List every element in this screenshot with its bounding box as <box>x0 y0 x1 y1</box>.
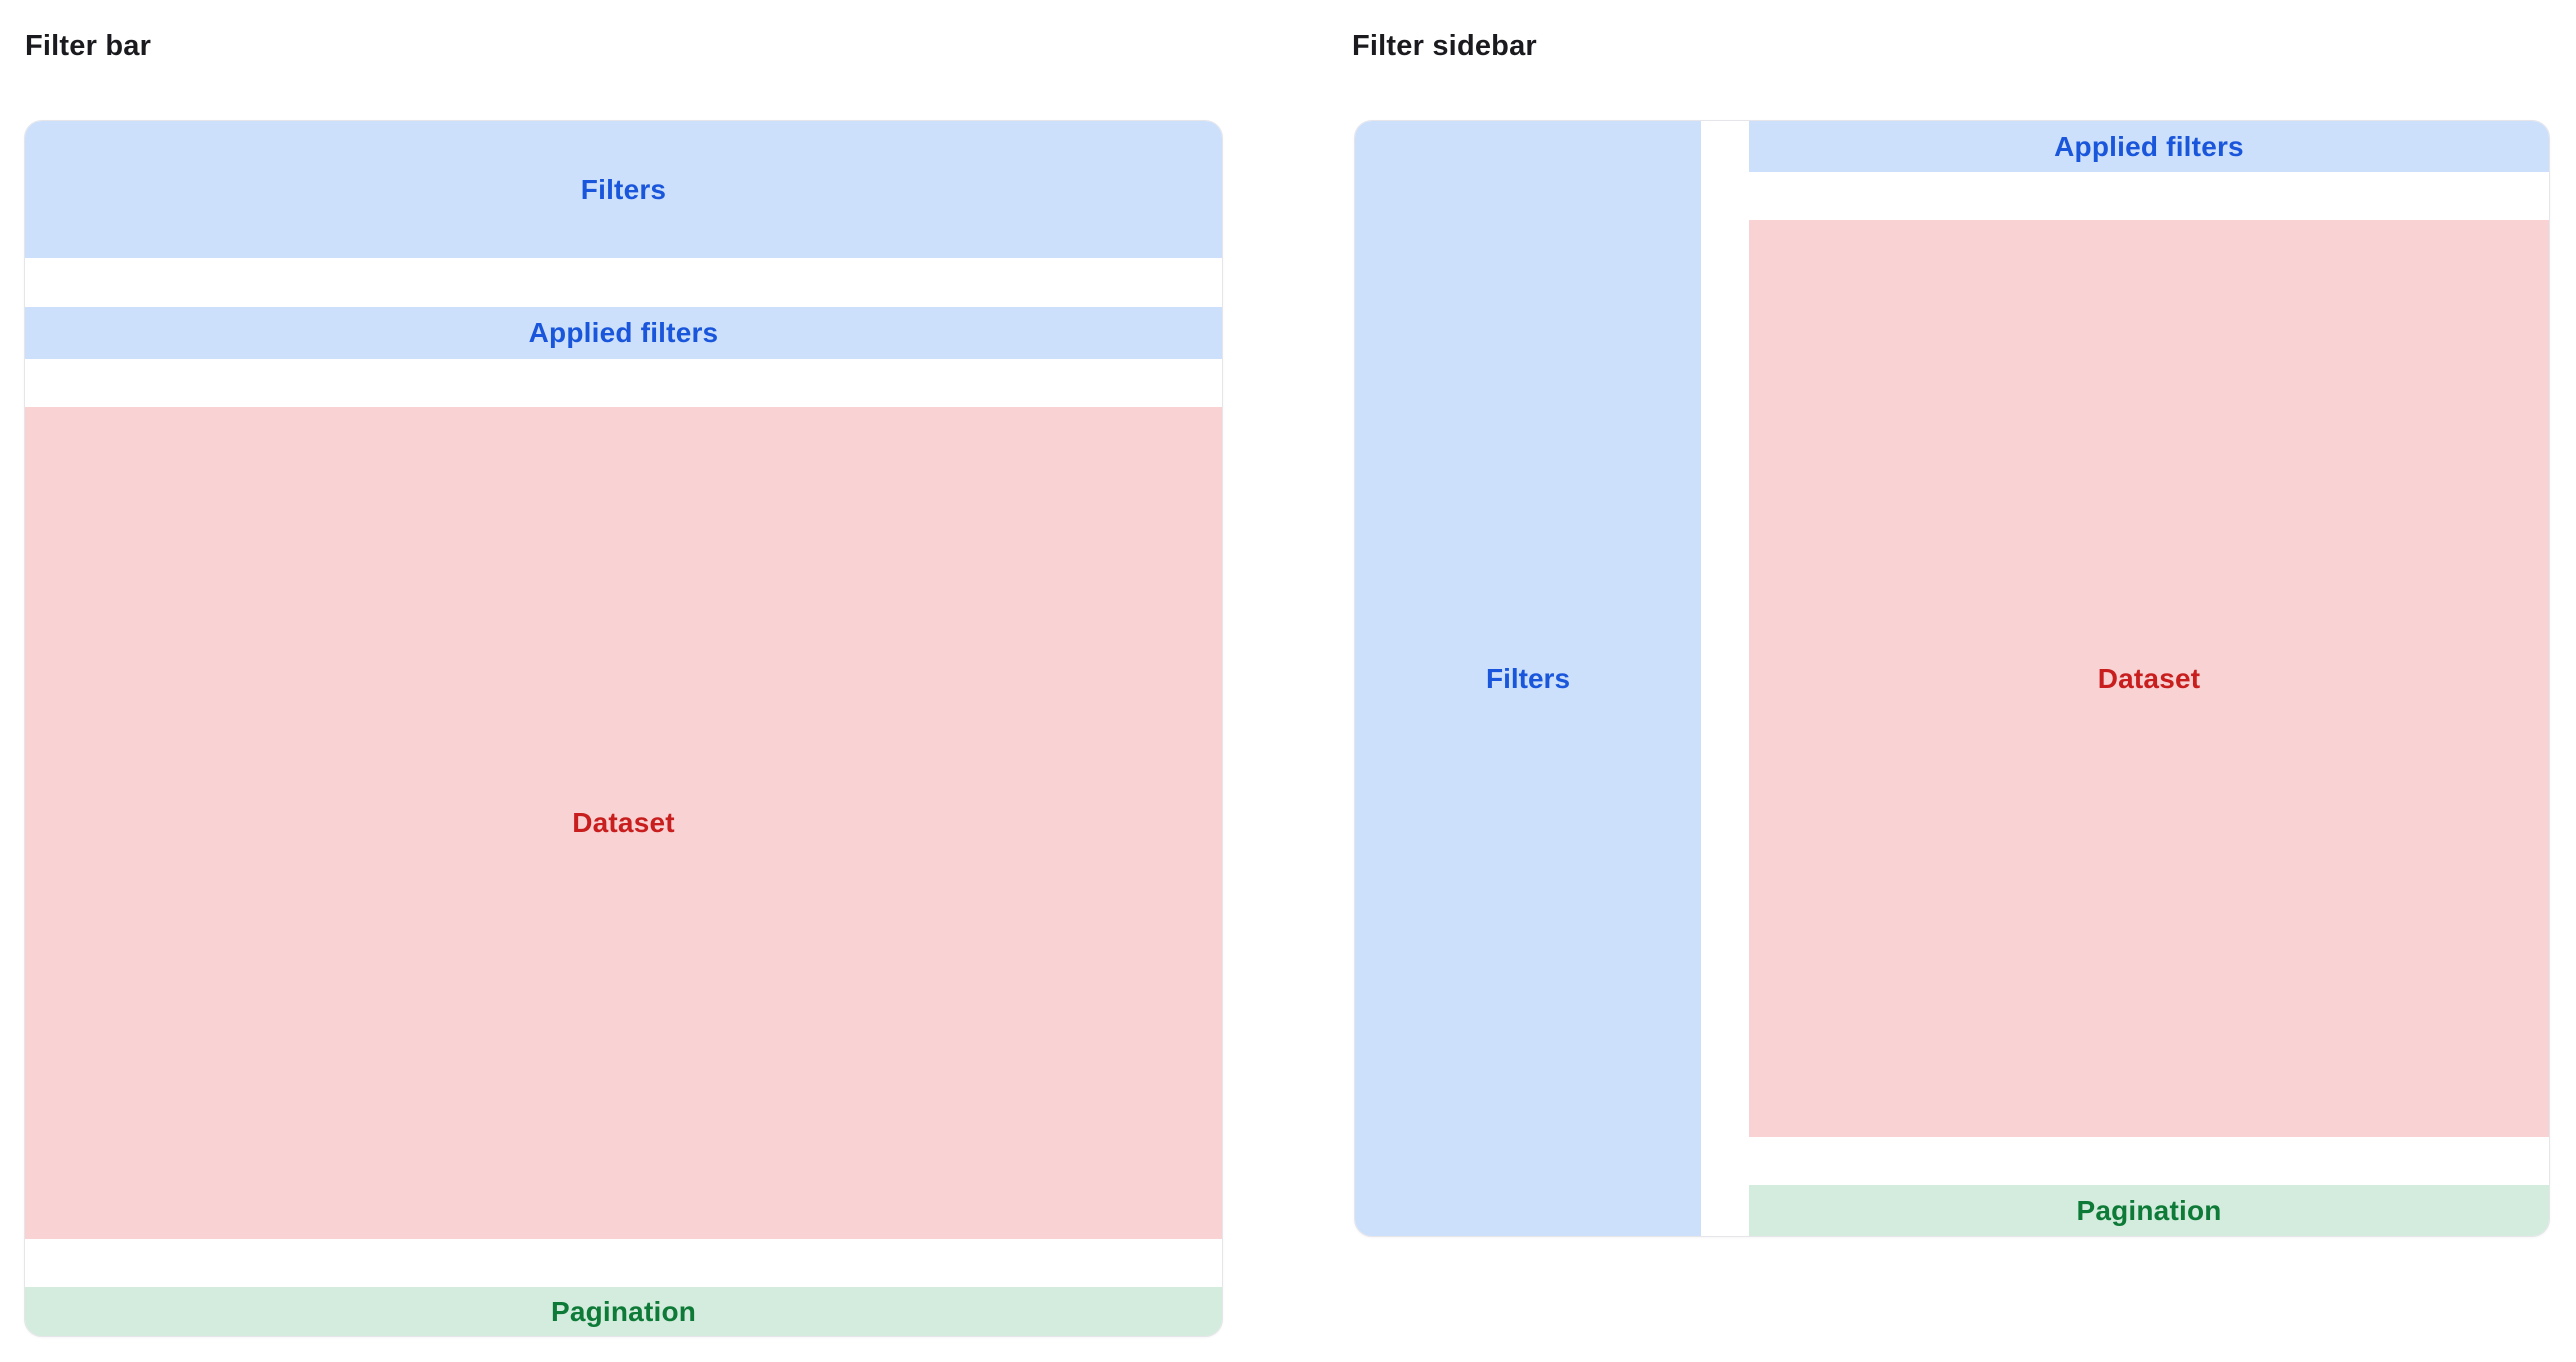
filter-bar-diagram: Filters Applied filters Dataset Paginati… <box>24 120 1223 1337</box>
dataset-label: Dataset <box>2097 662 2201 694</box>
applied-filters-label: Applied filters <box>2054 130 2244 162</box>
filters-label: Filters <box>1485 662 1571 694</box>
pagination-block: Pagination <box>1749 1185 2549 1236</box>
filters-sidebar-block: Filters <box>1355 121 1701 1236</box>
dataset-block: Dataset <box>25 407 1222 1239</box>
pagination-label: Pagination <box>2076 1194 2222 1226</box>
dataset-label: Dataset <box>572 807 675 838</box>
applied-filters-block: Applied filters <box>25 307 1222 359</box>
applied-filters-block: Applied filters <box>1749 121 2549 172</box>
filter-bar-title: Filter bar <box>25 30 152 62</box>
filters-label: Filters <box>580 173 667 205</box>
applied-filters-label: Applied filters <box>528 317 719 348</box>
filter-sidebar-title: Filter sidebar <box>1352 30 1537 62</box>
filters-block: Filters <box>25 121 1222 258</box>
content-column: Applied filters Dataset Pagination <box>1749 121 2549 1236</box>
pagination-label: Pagination <box>550 1295 697 1327</box>
filter-sidebar-diagram: Filters Applied filters Dataset Paginati… <box>1354 120 2550 1237</box>
pagination-block: Pagination <box>25 1287 1222 1336</box>
dataset-block: Dataset <box>1749 220 2549 1137</box>
